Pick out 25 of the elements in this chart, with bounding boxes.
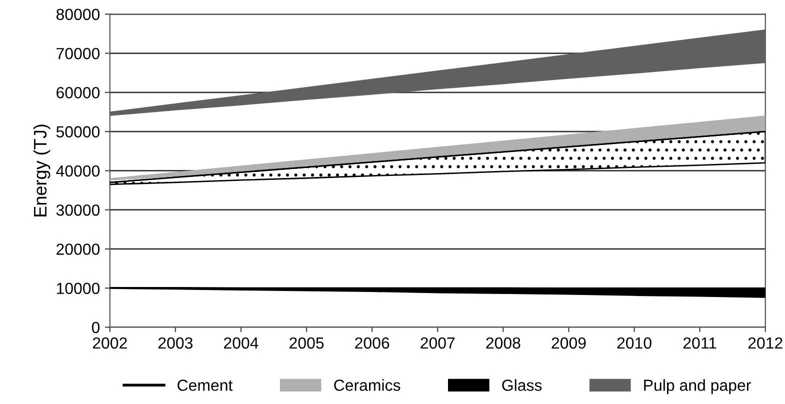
x-tick-label: 2002 <box>92 337 127 349</box>
y-tick-label: 10000 <box>56 282 100 294</box>
y-tick-label: 0 <box>92 322 100 334</box>
x-tick-label: 2006 <box>355 337 390 349</box>
x-tick-label: 2009 <box>552 337 586 349</box>
x-tick-label: 2007 <box>420 337 455 349</box>
legend-label: Glass <box>502 379 542 391</box>
legend-label: Pulp and paper <box>644 379 751 394</box>
y-axis-title: Energy (TJ) <box>33 124 50 216</box>
x-tick-label: 2012 <box>748 337 782 349</box>
y-tick-label: 40000 <box>56 165 100 177</box>
y-tick-label: 50000 <box>56 126 100 138</box>
x-tick-label: 2008 <box>486 337 520 349</box>
x-tick-label: 2011 <box>683 337 716 349</box>
y-tick-label: 80000 <box>56 8 100 20</box>
y-tick-label: 20000 <box>56 244 100 255</box>
x-tick-label: 2004 <box>224 337 258 349</box>
x-tick-label: 2005 <box>290 337 324 349</box>
y-tick-label: 30000 <box>56 204 100 216</box>
y-tick-label: 60000 <box>56 87 100 98</box>
x-tick-label: 2010 <box>617 337 652 349</box>
legend-label: Cement <box>178 380 233 391</box>
y-tick-label: 70000 <box>56 48 100 60</box>
legend-label: Ceramics <box>334 379 400 391</box>
x-tick-label: 2003 <box>158 337 193 349</box>
